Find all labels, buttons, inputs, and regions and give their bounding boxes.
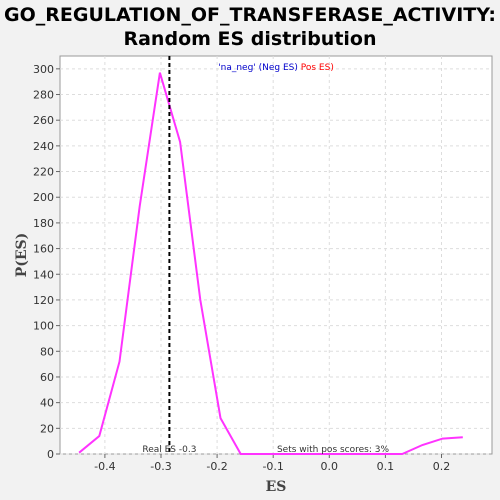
legend-entry: 'na_neg' bbox=[218, 63, 256, 73]
y-tick-label: 120 bbox=[33, 294, 54, 307]
x-tick-label: 0.2 bbox=[433, 460, 451, 473]
y-tick-label: 160 bbox=[33, 243, 54, 256]
y-tick-label: 140 bbox=[33, 268, 54, 281]
x-tick-label: -0.4 bbox=[94, 460, 115, 473]
x-tick-label: 0.0 bbox=[321, 460, 339, 473]
y-tick-label: 20 bbox=[40, 422, 54, 435]
y-tick-label: 60 bbox=[40, 371, 54, 384]
plot-area bbox=[59, 55, 493, 455]
y-tick-label: 80 bbox=[40, 345, 54, 358]
x-tick-label: 0.1 bbox=[377, 460, 395, 473]
x-tick-label: -0.1 bbox=[262, 460, 283, 473]
chart-title: GO_REGULATION_OF_TRANSFERASE_ACTIVITY: bbox=[4, 4, 496, 26]
y-tick-label: 260 bbox=[33, 114, 54, 127]
y-tick-label: 280 bbox=[33, 89, 54, 102]
y-tick-label: 0 bbox=[47, 448, 54, 461]
y-tick-label: 300 bbox=[33, 63, 54, 76]
y-tick-label: 200 bbox=[33, 191, 54, 204]
y-tick-label: 100 bbox=[33, 320, 54, 333]
y-tick-label: 40 bbox=[40, 397, 54, 410]
distribution-line bbox=[78, 72, 463, 455]
legend-entry: Pos ES) bbox=[298, 63, 334, 73]
chart-subtitle: Random ES distribution bbox=[123, 28, 377, 50]
x-axis-label: ES bbox=[266, 479, 287, 495]
pos-scores-label: Sets with pos scores: 3% bbox=[277, 445, 390, 455]
legend: 'na_neg' (Neg ES) Pos ES) bbox=[218, 63, 334, 73]
real-es-label: Real ES -0.3 bbox=[142, 445, 196, 455]
x-tick-label: -0.3 bbox=[150, 460, 171, 473]
y-axis-label: P(ES) bbox=[14, 233, 30, 278]
legend-entry: (Neg ES) bbox=[256, 63, 298, 73]
y-tick-label: 180 bbox=[33, 217, 54, 230]
x-tick-label: -0.2 bbox=[206, 460, 227, 473]
y-tick-label: 240 bbox=[33, 140, 54, 153]
y-tick-label: 220 bbox=[33, 166, 54, 179]
